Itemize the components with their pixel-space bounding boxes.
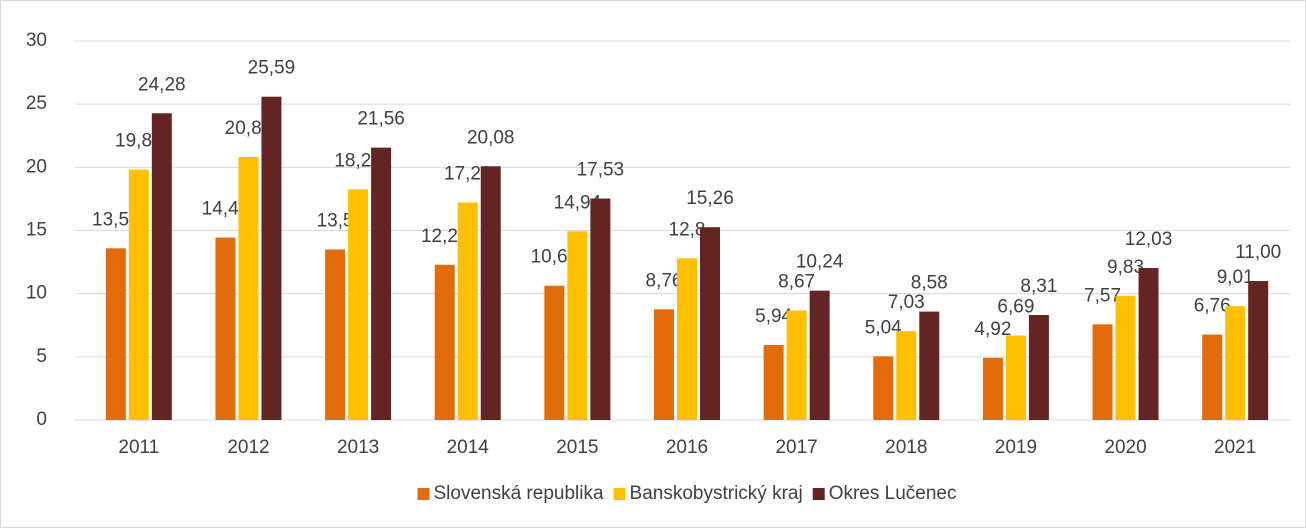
bar xyxy=(677,258,697,420)
bar xyxy=(919,311,940,420)
bar xyxy=(371,147,392,420)
data-label: 15,26 xyxy=(686,188,734,209)
data-label: 24,28 xyxy=(138,74,186,95)
data-label: 20,81 xyxy=(225,118,273,139)
data-label: 25,59 xyxy=(248,58,296,79)
data-label: 17,53 xyxy=(577,160,625,181)
data-label: 9,83 xyxy=(1107,257,1144,278)
legend-label: Okres Lučenec xyxy=(829,483,957,504)
data-label: 20,08 xyxy=(467,127,515,148)
legend-swatch xyxy=(812,488,825,500)
bar xyxy=(1115,295,1136,420)
bar xyxy=(457,202,478,420)
y-tick-label: 15 xyxy=(26,220,47,241)
data-label: 13,59 xyxy=(92,209,140,230)
bar xyxy=(1202,334,1223,420)
data-label: 9,01 xyxy=(1217,267,1254,288)
bar xyxy=(151,113,172,420)
data-label: 5,04 xyxy=(865,317,902,338)
bar xyxy=(1028,315,1049,420)
bar xyxy=(982,357,1003,420)
data-label: 7,03 xyxy=(888,292,925,313)
y-tick-label: 0 xyxy=(36,409,47,430)
bar xyxy=(896,331,917,420)
bar xyxy=(434,264,455,420)
bar xyxy=(261,96,282,420)
data-label: 8,58 xyxy=(911,273,948,294)
data-label: 18,26 xyxy=(334,150,382,171)
bar xyxy=(128,169,149,420)
x-tick-label: 2017 xyxy=(775,437,817,458)
bar xyxy=(544,285,565,420)
bar xyxy=(238,157,259,420)
data-label: 21,56 xyxy=(357,109,405,130)
bar xyxy=(1225,306,1246,420)
data-label: 8,76 xyxy=(646,270,683,291)
x-tick-label: 2021 xyxy=(1214,437,1256,458)
x-tick-label: 2019 xyxy=(995,437,1037,458)
bar xyxy=(873,356,894,420)
data-label: 7,57 xyxy=(1084,285,1121,306)
data-label: 6,69 xyxy=(997,296,1034,317)
x-tick-label: 2016 xyxy=(666,437,708,458)
legend-label: Banskobystrický kraj xyxy=(630,483,803,504)
data-label: 13,5 xyxy=(317,210,354,231)
data-label: 5,94 xyxy=(755,306,792,327)
data-label: 14,44 xyxy=(202,199,250,220)
x-tick-label: 2018 xyxy=(885,437,927,458)
y-tick-label: 30 xyxy=(26,30,47,51)
x-tick-label: 2012 xyxy=(227,437,269,458)
data-label: 12,8 xyxy=(669,219,706,240)
bar xyxy=(1005,335,1026,420)
data-label: 8,67 xyxy=(778,271,815,292)
data-label: 6,76 xyxy=(1194,296,1231,317)
data-label: 8,31 xyxy=(1020,276,1057,297)
legend-swatch xyxy=(417,488,430,500)
legend-label: Slovenská republika xyxy=(433,483,603,504)
bar xyxy=(809,290,830,420)
bar xyxy=(567,231,588,420)
bar xyxy=(480,166,501,420)
y-tick-label: 20 xyxy=(26,156,47,177)
y-tick-label: 5 xyxy=(36,346,47,367)
data-label: 10,63 xyxy=(531,247,579,268)
bar xyxy=(1138,268,1159,420)
bar xyxy=(654,309,674,420)
x-tick-label: 2013 xyxy=(337,437,379,458)
x-tick-label: 2015 xyxy=(556,437,598,458)
data-label: 11,00 xyxy=(1235,242,1281,263)
bar xyxy=(700,227,720,420)
bar xyxy=(763,344,784,420)
data-label: 14,94 xyxy=(554,192,602,213)
data-label: 19,83 xyxy=(115,130,163,151)
data-label: 10,24 xyxy=(796,252,844,273)
x-tick-label: 2011 xyxy=(118,437,159,458)
data-label: 12,29 xyxy=(421,226,469,247)
bar xyxy=(348,189,369,420)
bar xyxy=(215,237,236,420)
data-label: 4,92 xyxy=(974,319,1011,340)
x-tick-label: 2020 xyxy=(1104,437,1146,458)
y-tick-label: 10 xyxy=(26,283,47,304)
data-label: 12,03 xyxy=(1125,229,1173,250)
bar xyxy=(1248,281,1269,420)
data-label: 17,22 xyxy=(444,163,492,184)
bar xyxy=(325,249,346,420)
bar xyxy=(1092,324,1113,420)
y-tick-label: 25 xyxy=(26,93,47,114)
bar xyxy=(786,310,807,420)
bar xyxy=(105,248,126,420)
legend-swatch xyxy=(613,488,626,500)
bar xyxy=(590,198,611,420)
x-tick-label: 2014 xyxy=(447,437,490,458)
